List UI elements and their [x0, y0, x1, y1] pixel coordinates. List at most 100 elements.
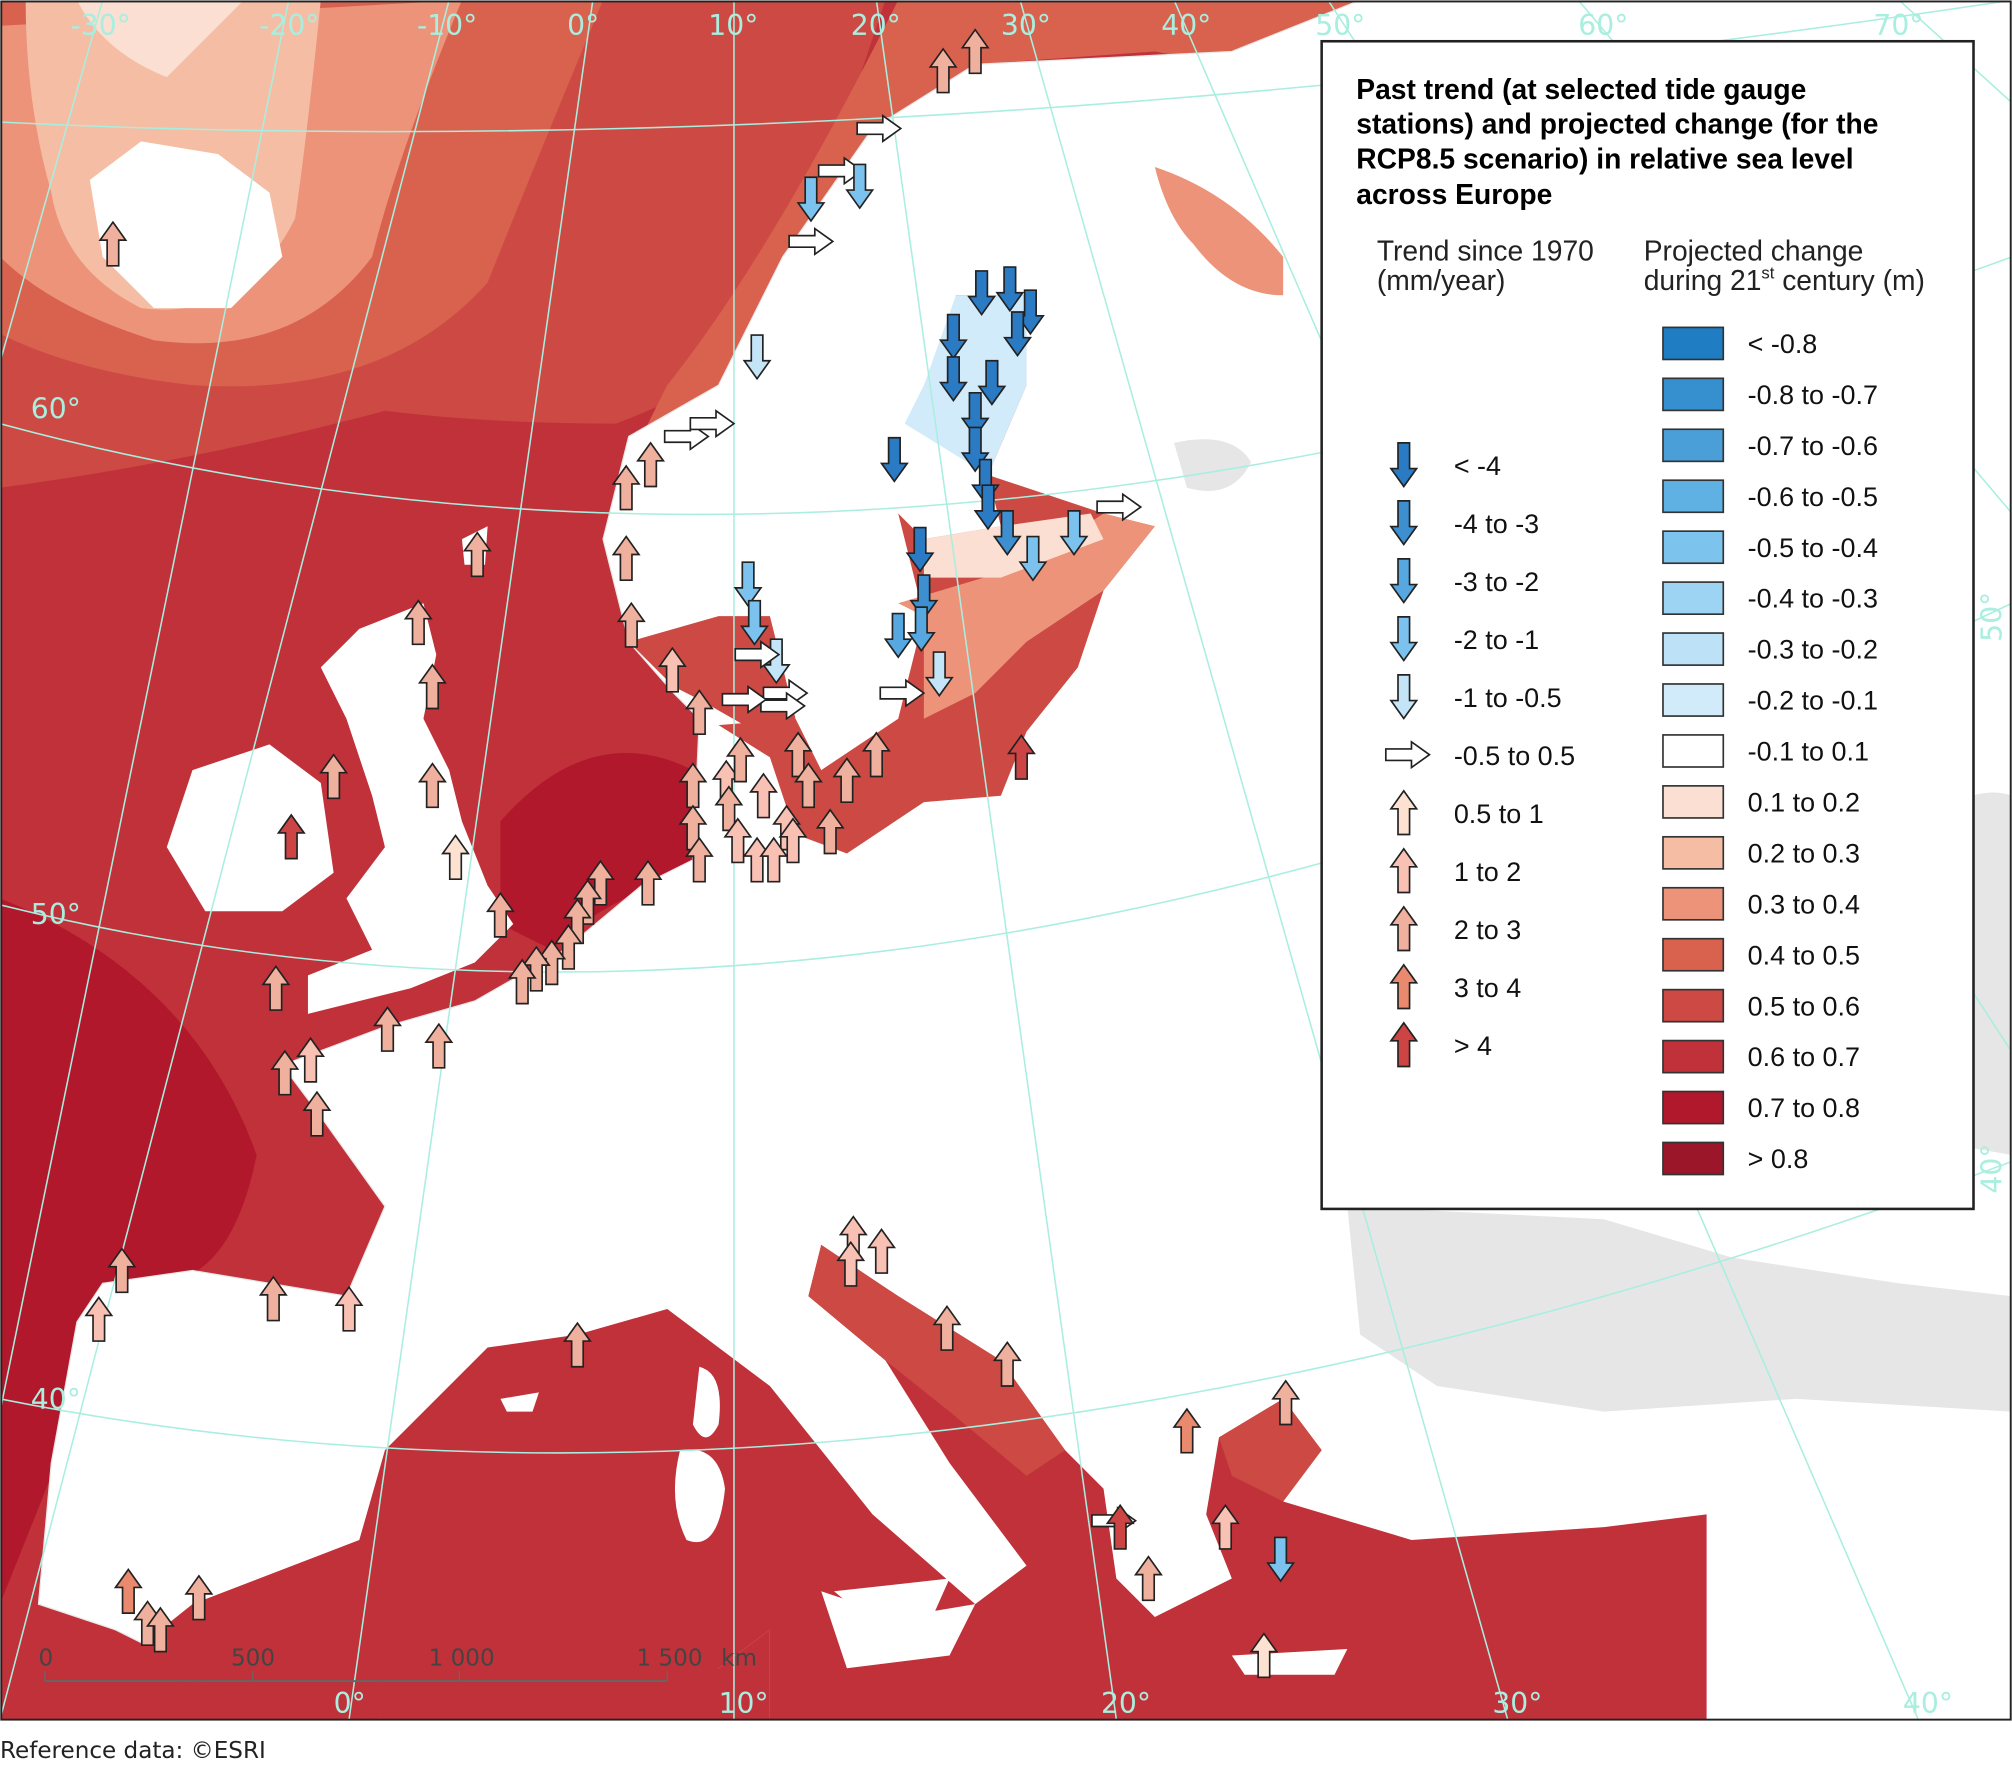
station-arrow-icon: [932, 1305, 962, 1351]
projected-class-label: 0.2 to 0.3: [1748, 838, 1860, 868]
island-sicily: [834, 1578, 950, 1637]
station-arrow-icon: [553, 923, 583, 970]
projected-class-label: -0.6 to -0.5: [1748, 482, 1878, 512]
station-arrow-icon: [938, 313, 968, 360]
station-arrow-icon: [733, 561, 763, 608]
map-border: [0, 0, 2012, 1721]
station-arrow-icon: [977, 359, 1007, 406]
parallel-label: 60°: [31, 392, 81, 425]
station-arrow-icon: [1266, 1536, 1296, 1583]
station-arrow-icon: [740, 599, 769, 646]
projected-heading-line2: during 21st century (m): [1644, 264, 1925, 297]
station-arrow-icon: [84, 1296, 114, 1342]
projected-class-label: 0.6 to 0.7: [1748, 1042, 1860, 1072]
station-arrow-icon: [184, 1574, 214, 1621]
trend-class-label: 2 to 3: [1454, 915, 1521, 945]
station-arrow-icon: [759, 836, 789, 883]
arrow-right-icon: [1384, 740, 1431, 770]
station-arrow-icon: [417, 762, 447, 809]
trend-class-label: -0.5 to 0.5: [1454, 741, 1575, 771]
trend-class-label: -4 to -3: [1454, 509, 1539, 539]
meridian: [1019, 1, 1509, 1720]
station-arrow-icon: [845, 163, 875, 210]
station-arrow-icon: [967, 270, 997, 316]
projected-class-label: -0.2 to -0.1: [1748, 686, 1878, 716]
sea-zone-0.1-0.2: [77, 1, 243, 78]
island-ireland: [166, 744, 334, 912]
station-arrow-icon: [1018, 535, 1048, 582]
station-arrow-icon: [270, 1049, 300, 1096]
station-arrow-icon: [742, 334, 772, 381]
projected-class-label: -0.3 to -0.2: [1748, 635, 1878, 665]
station-arrow-icon: [760, 691, 806, 721]
projected-class-label: -0.7 to -0.6: [1748, 431, 1878, 461]
scale-label: 1 000: [429, 1646, 495, 1672]
station-arrow-icon: [749, 772, 778, 819]
meridian: [1, 1, 104, 361]
graticule-labels: -30° -20° -10° 0° 10° 20° 30° 40° 50° 60° 70° 0° 10°…: [31, 9, 2009, 1720]
station-arrow-icon: [485, 891, 515, 938]
meridian-label: 20°: [851, 9, 901, 42]
station-arrow-icon: [793, 762, 823, 809]
station-arrow-icon: [783, 731, 813, 778]
scale-bar: 0 500 1 000 1 500 km: [38, 1646, 757, 1683]
station-arrow-icon: [734, 640, 781, 670]
station-arrow-icon: [616, 601, 646, 648]
station-arrow-icon: [611, 535, 641, 582]
station-arrow-icon: [861, 731, 891, 778]
meridian-label: -10°: [417, 9, 477, 42]
meridian-label: 0°: [567, 9, 599, 42]
projected-class-swatch: [1662, 1090, 1725, 1125]
station-arrow-icon: [276, 813, 306, 860]
trend-class-label: < -4: [1454, 451, 1501, 481]
station-arrow-icon: [261, 964, 291, 1011]
parallel-40: [1, 1161, 2011, 1454]
projected-class-label: -0.4 to -0.3: [1748, 584, 1878, 614]
meridian: [875, 1, 1118, 1720]
projected-heading: Projected change: [1644, 235, 1864, 267]
station-arrow-icon: [1210, 1503, 1240, 1550]
projected-class-swatch: [1662, 581, 1725, 616]
station-arrow-icon: [319, 753, 349, 800]
station-arrow-icon: [879, 436, 909, 483]
station-arrow-icon: [856, 114, 903, 143]
station-arrow-icon: [815, 808, 845, 855]
parallel-label: 40°: [1976, 1143, 2009, 1193]
projected-class-swatch: [1662, 428, 1725, 463]
station-arrow-icon: [796, 176, 826, 223]
station-arrow-icon: [573, 878, 603, 925]
meridian-label: 70°: [1873, 9, 1923, 42]
meridian: [348, 1, 594, 1720]
station-arrow-icon: [1096, 492, 1143, 522]
projected-class-label: -0.1 to 0.1: [1748, 737, 1869, 767]
station-arrow-icon: [1059, 510, 1089, 556]
sea-adriatic-zone: [808, 1244, 1066, 1476]
trend-legend: < -4 -4 to -3 -3 to -2 -2 to -1 -1 to -0.5 -0…: [1384, 442, 1575, 1068]
station-arrow-icon: [992, 1340, 1022, 1387]
station-arrow-icon: [424, 1022, 454, 1069]
station-arrow-icon: [721, 685, 768, 714]
station-arrow-icon: [462, 531, 492, 578]
station-arrow-icon: [107, 1247, 137, 1294]
station-arrow-icon: [725, 736, 755, 783]
station-arrow-icon: [145, 1606, 175, 1653]
station-arrow-icon: [98, 220, 128, 267]
sea-baltic-north-zone: [898, 513, 1155, 719]
projected-class-swatch: [1662, 734, 1725, 768]
arrow-up-icon: [1389, 847, 1419, 894]
projected-class-label: 0.1 to 0.2: [1748, 788, 1860, 818]
trend-class-label: -1 to -0.5: [1454, 683, 1562, 713]
station-arrow-icon: [562, 1321, 592, 1368]
station-arrow-icon: [836, 1240, 866, 1287]
station-arrow-icon: [258, 1275, 288, 1322]
legend-title-line: Past trend (at selected tide gauge: [1356, 73, 1806, 105]
station-arrow-icon: [302, 1090, 332, 1137]
projected-class-swatch: [1662, 632, 1725, 666]
sea-mediterranean: [128, 1244, 1707, 1720]
station-arrow-icon: [960, 28, 990, 75]
sea-zone-north-sea-south: [500, 752, 693, 950]
scale-label: 0: [38, 1646, 53, 1672]
meridian-label: 60°: [1578, 9, 1628, 42]
